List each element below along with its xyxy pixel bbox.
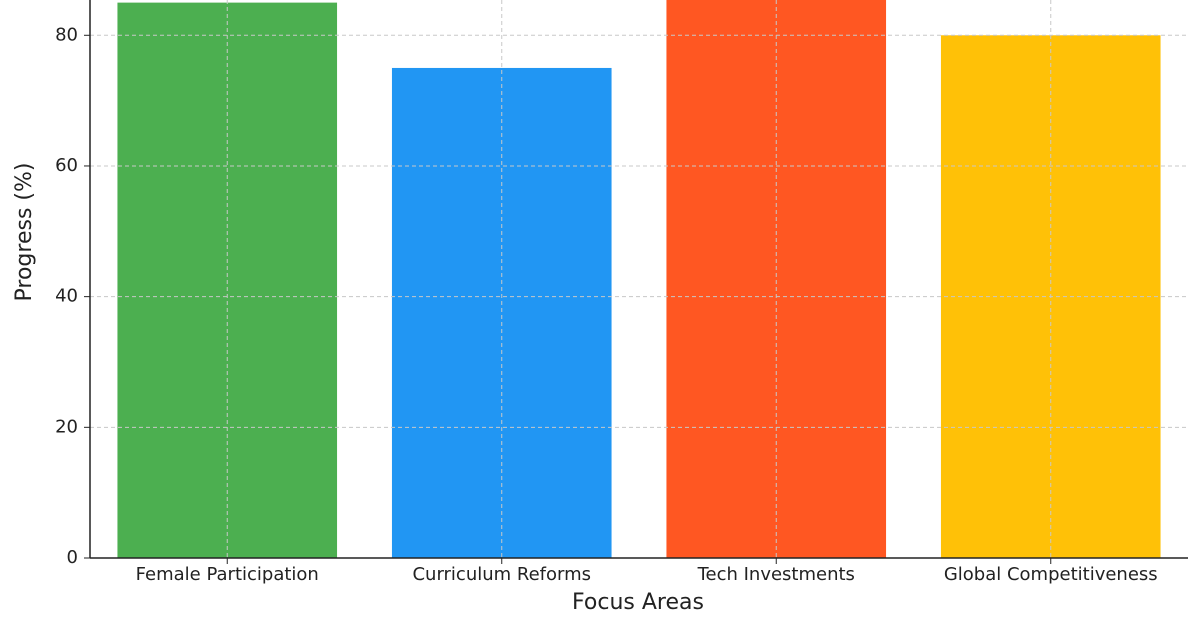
y-tick-label: 40 (55, 286, 78, 307)
y-tick-label: 60 (55, 155, 78, 176)
y-tick-label: 0 (67, 547, 78, 568)
x-axis-label: Focus Areas (572, 590, 704, 615)
x-tick-label: Global Competitiveness (944, 564, 1158, 585)
y-tick-label: 20 (55, 416, 78, 437)
y-axis-label: Progress (%) (12, 163, 37, 302)
bar (666, 0, 887, 559)
x-tick-label: Tech Investments (697, 564, 855, 585)
x-tick-label: Female Participation (136, 564, 319, 585)
y-tick-label: 80 (55, 24, 78, 45)
x-tick-label: Curriculum Reforms (412, 564, 591, 585)
